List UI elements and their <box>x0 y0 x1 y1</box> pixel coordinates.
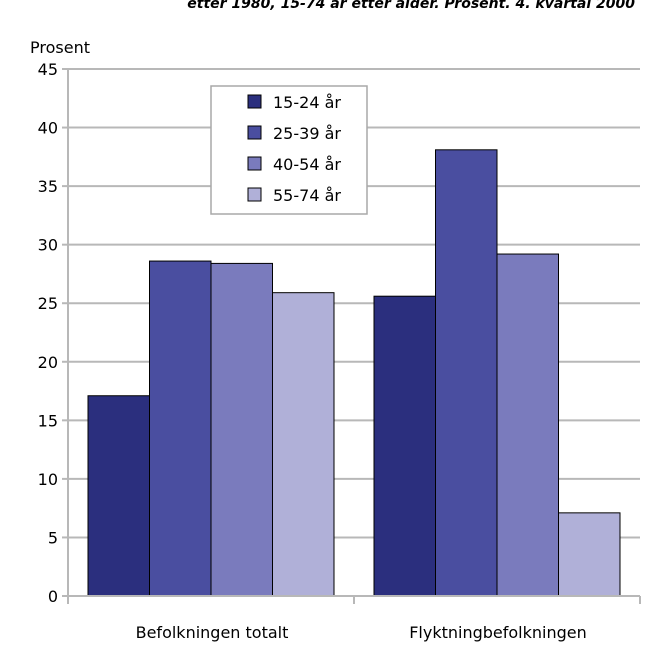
y-tick-label: 0 <box>48 587 58 606</box>
legend-swatch <box>247 187 262 202</box>
y-axis-ticks: 0 5 10 15 20 25 30 35 40 45 <box>38 60 68 606</box>
y-tick-label: 15 <box>38 411 58 430</box>
bar-2-3 <box>496 253 559 597</box>
axes <box>67 69 641 604</box>
bar-2-1 <box>373 295 436 597</box>
y-tick-label: 10 <box>38 470 58 489</box>
y-tick-label: 30 <box>38 236 58 255</box>
legend: 15-24 år 25-39 år 40-54 år 55-74 år <box>210 85 368 215</box>
bars <box>87 149 621 597</box>
legend-swatch <box>247 125 262 140</box>
x-axis-labels: Befolkningen totalt Flyktningbefolkningen <box>136 623 587 642</box>
legend-swatch <box>247 94 262 109</box>
legend-label: 15-24 år <box>273 93 341 112</box>
bar-1-1 <box>87 395 150 597</box>
y-tick-label: 35 <box>38 177 58 196</box>
bar-2-4 <box>558 512 621 597</box>
legend-label: 25-39 år <box>273 124 341 143</box>
bar-1-3 <box>210 262 273 597</box>
legend-box <box>210 85 368 215</box>
y-tick-label: 45 <box>38 60 58 79</box>
legend-label: 40-54 år <box>273 155 341 174</box>
y-tick-label: 25 <box>38 294 58 313</box>
bar-1-4 <box>272 292 335 597</box>
y-tick-label: 5 <box>48 528 58 547</box>
chart-title: etter 1980, 15-74 år etter alder. Prosen… <box>187 0 635 12</box>
bar-1-2 <box>149 260 212 597</box>
y-tick-label: 20 <box>38 353 58 372</box>
legend-swatch <box>247 156 262 171</box>
x-tick-label: Flyktningbefolkningen <box>409 623 587 642</box>
bar-2-2 <box>435 149 498 597</box>
legend-label: 55-74 år <box>273 186 341 205</box>
y-tick-label: 40 <box>38 119 58 138</box>
y-axis-label: Prosent <box>30 38 90 57</box>
x-tick-label: Befolkningen totalt <box>136 623 289 642</box>
